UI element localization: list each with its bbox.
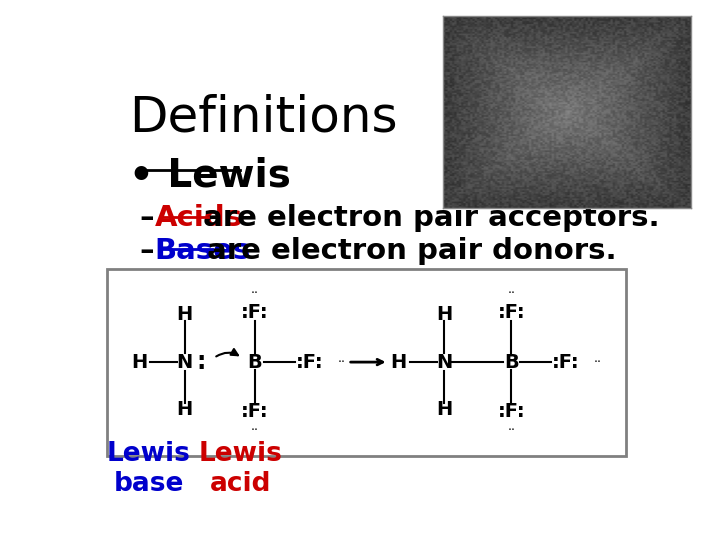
Text: –: – [140,238,165,265]
Text: :F:: :F: [240,402,269,422]
Text: H: H [390,353,407,372]
Text: Lewis
acid: Lewis acid [199,441,282,497]
Text: • Lewis: • Lewis [129,156,291,194]
Text: N: N [176,353,193,372]
Text: N: N [436,353,452,372]
Text: ⋅⋅: ⋅⋅ [337,356,345,369]
Text: ⋅⋅: ⋅⋅ [251,424,258,437]
Text: :: : [196,350,205,374]
Text: H: H [131,353,147,372]
Text: Definitions: Definitions [129,94,397,142]
Text: Lewis
base: Lewis base [107,441,191,497]
Text: H: H [436,305,452,324]
Text: Bases: Bases [155,238,251,265]
Text: H: H [436,401,452,420]
Text: :F:: :F: [552,353,580,372]
Text: ⋅⋅: ⋅⋅ [508,424,516,437]
Text: B: B [247,353,262,372]
Bar [107,268,626,456]
Text: are electron pair donors.: are electron pair donors. [197,238,616,265]
Text: B: B [504,353,518,372]
Text: ⋅⋅: ⋅⋅ [594,356,602,369]
Text: ⋅⋅: ⋅⋅ [251,287,258,300]
Text: :F:: :F: [295,353,323,372]
Text: ⋅⋅: ⋅⋅ [508,287,516,300]
Text: :F:: :F: [240,303,269,322]
Text: :F:: :F: [498,303,525,322]
Text: are electron pair acceptors.: are electron pair acceptors. [193,204,660,232]
Text: H: H [176,305,193,324]
Text: :F:: :F: [498,402,525,422]
Text: –: – [140,204,165,232]
Text: H: H [176,401,193,420]
Text: Acids: Acids [155,204,243,232]
FancyArrowPatch shape [216,349,238,356]
